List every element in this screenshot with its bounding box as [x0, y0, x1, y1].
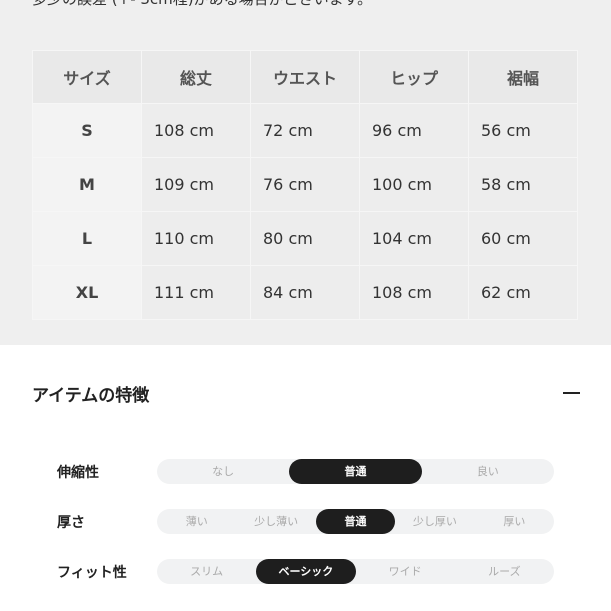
option: 少し厚い: [412, 515, 457, 528]
measurement-cell: 111 cm: [141, 265, 251, 320]
table-row: XL 111 cm 84 cm 108 cm 62 cm: [32, 265, 578, 320]
feature-scale: なし 普通 良い: [157, 459, 554, 484]
size-cell: S: [32, 103, 142, 158]
size-cell: L: [32, 211, 142, 266]
size-cell: M: [32, 157, 142, 212]
option: 厚い: [503, 515, 526, 528]
option: スリム: [190, 565, 224, 578]
measurement-cell: 110 cm: [141, 211, 251, 266]
measurement-cell: 62 cm: [468, 265, 578, 320]
feature-label: フィット性: [57, 565, 127, 581]
option: 薄い: [185, 515, 208, 528]
feature-label: 厚さ: [57, 515, 85, 531]
table-row: L 110 cm 80 cm 104 cm 60 cm: [32, 211, 578, 266]
column-header: 総丈: [141, 50, 251, 104]
measurement-cell: 96 cm: [359, 103, 469, 158]
feature-scale: スリム ベーシック ワイド ルーズ: [157, 559, 554, 584]
measurement-cell: 104 cm: [359, 211, 469, 266]
selected-option: 普通: [315, 509, 396, 534]
selected-option: ベーシック: [256, 559, 356, 584]
measurement-cell: 108 cm: [141, 103, 251, 158]
column-header: 裾幅: [468, 50, 578, 104]
measurement-cell: 84 cm: [250, 265, 360, 320]
measurement-cell: 76 cm: [250, 157, 360, 212]
minus-icon[interactable]: [563, 392, 580, 394]
measurement-cell: 80 cm: [250, 211, 360, 266]
size-table: サイズ 総丈 ウエスト ヒップ 裾幅 S 108 cm 72 cm 96 cm 56 cm M 10…: [32, 50, 578, 320]
column-header: サイズ: [32, 50, 142, 104]
column-header: ヒップ: [359, 50, 469, 104]
table-row: M 109 cm 76 cm 100 cm 58 cm: [32, 157, 578, 212]
measurement-cell: 108 cm: [359, 265, 469, 320]
option: 良い: [476, 465, 499, 478]
measurement-cell: 72 cm: [250, 103, 360, 158]
option: 少し薄い: [254, 515, 299, 528]
measurement-cell: 60 cm: [468, 211, 578, 266]
measurement-cell: 56 cm: [468, 103, 578, 158]
features-title: アイテムの特徴: [32, 386, 150, 406]
option: ワイド: [388, 565, 422, 578]
feature-label: 伸縮性: [57, 465, 99, 481]
measurement-cell: 100 cm: [359, 157, 469, 212]
size-chart-section: 多少の誤差 (+- 3cm程)がある場合がございます。 サイズ総丈ウエストヒップ…: [0, 0, 611, 345]
table-row: S 108 cm 72 cm 96 cm 56 cm: [32, 103, 578, 158]
feature-scale: 薄い 少し薄い 普通 少し厚い 厚い: [157, 509, 554, 534]
selected-option: 普通: [289, 459, 422, 484]
measurement-cell: 109 cm: [141, 157, 251, 212]
option: ルーズ: [488, 565, 521, 578]
size-cell: XL: [32, 265, 142, 320]
column-header: ウエスト: [250, 50, 360, 104]
option: なし: [212, 465, 235, 478]
size-note: 多少の誤差 (+- 3cm程)がある場合がございます。: [32, 0, 372, 9]
feature-row: 厚さ 薄い 少し薄い 普通 少し厚い 厚い: [57, 509, 554, 534]
feature-row: フィット性 スリム ベーシック ワイド ルーズ: [57, 559, 554, 584]
measurement-cell: 58 cm: [468, 157, 578, 212]
feature-row: 伸縮性 なし 普通 良い: [57, 459, 554, 484]
